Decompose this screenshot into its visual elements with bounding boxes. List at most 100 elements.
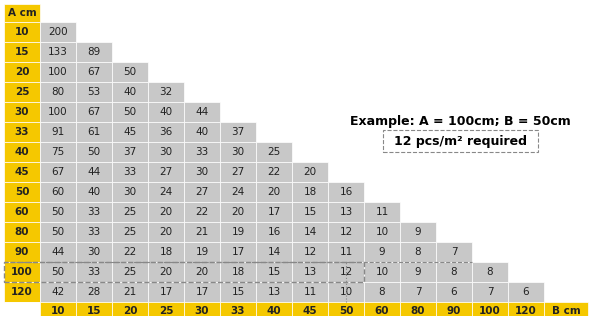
Bar <box>184 262 220 282</box>
Bar <box>112 222 148 242</box>
Bar <box>256 222 292 242</box>
Text: 10: 10 <box>15 27 29 37</box>
Text: 60: 60 <box>52 187 65 197</box>
Text: 40: 40 <box>124 87 137 97</box>
Text: 30: 30 <box>88 247 101 257</box>
Bar <box>76 162 112 182</box>
Text: 6: 6 <box>523 287 529 297</box>
Bar <box>4 42 40 62</box>
Text: 120: 120 <box>11 287 33 297</box>
Text: 80: 80 <box>15 227 29 237</box>
Bar <box>40 262 76 282</box>
Bar <box>76 102 112 122</box>
Bar <box>328 262 364 282</box>
Bar <box>40 122 76 142</box>
Text: A cm: A cm <box>8 8 37 18</box>
Text: 80: 80 <box>411 307 425 316</box>
Bar <box>4 282 40 302</box>
Text: 30: 30 <box>232 147 245 157</box>
Text: 91: 91 <box>52 127 65 137</box>
Bar <box>76 182 112 202</box>
Bar <box>256 182 292 202</box>
Bar <box>184 142 220 162</box>
Bar <box>256 242 292 262</box>
Bar <box>400 242 436 262</box>
Bar <box>112 142 148 162</box>
Bar <box>112 82 148 102</box>
Text: 27: 27 <box>232 167 245 177</box>
Text: 10: 10 <box>376 227 389 237</box>
Bar <box>4 4 40 22</box>
Bar <box>76 202 112 222</box>
Bar <box>76 262 112 282</box>
Bar <box>76 302 112 316</box>
Bar <box>76 42 112 62</box>
Bar <box>472 282 508 302</box>
Text: 27: 27 <box>160 167 173 177</box>
Text: 60: 60 <box>375 307 389 316</box>
Bar <box>4 202 40 222</box>
Text: 11: 11 <box>376 207 389 217</box>
Text: 20: 20 <box>232 207 245 217</box>
Text: Example: A = 100cm; B = 50cm: Example: A = 100cm; B = 50cm <box>350 114 571 127</box>
Bar <box>364 262 400 282</box>
Bar <box>112 282 148 302</box>
Text: 7: 7 <box>415 287 421 297</box>
Text: 45: 45 <box>14 167 29 177</box>
Text: 50: 50 <box>88 147 101 157</box>
Text: 17: 17 <box>196 287 209 297</box>
Bar <box>112 202 148 222</box>
Bar <box>4 242 40 262</box>
Text: 20: 20 <box>15 67 29 77</box>
Bar <box>292 262 328 282</box>
Text: 20: 20 <box>160 267 173 277</box>
Text: 18: 18 <box>232 267 245 277</box>
Bar <box>112 302 148 316</box>
Bar <box>328 282 364 302</box>
Text: 50: 50 <box>15 187 29 197</box>
Text: 20: 20 <box>123 307 137 316</box>
Text: 17: 17 <box>160 287 173 297</box>
Text: 50: 50 <box>124 67 137 77</box>
Text: 50: 50 <box>52 267 65 277</box>
Bar <box>292 242 328 262</box>
Bar <box>76 142 112 162</box>
Bar <box>256 162 292 182</box>
Bar <box>148 142 184 162</box>
Text: 13: 13 <box>304 267 317 277</box>
Text: 44: 44 <box>196 107 209 117</box>
Bar <box>256 302 292 316</box>
Text: 100: 100 <box>11 267 33 277</box>
Bar <box>472 262 508 282</box>
Text: 133: 133 <box>48 47 68 57</box>
Text: 33: 33 <box>88 267 101 277</box>
Text: 8: 8 <box>451 267 457 277</box>
Bar <box>148 102 184 122</box>
Text: 25: 25 <box>124 207 137 217</box>
Text: 14: 14 <box>268 247 281 257</box>
Text: 40: 40 <box>14 147 29 157</box>
Bar <box>76 122 112 142</box>
Bar <box>148 302 184 316</box>
Text: 36: 36 <box>160 127 173 137</box>
Text: 33: 33 <box>124 167 137 177</box>
Text: 67: 67 <box>88 107 101 117</box>
Text: 45: 45 <box>124 127 137 137</box>
Text: 15: 15 <box>87 307 101 316</box>
Bar <box>40 142 76 162</box>
Bar <box>220 162 256 182</box>
Bar <box>4 82 40 102</box>
Bar <box>364 242 400 262</box>
Bar <box>364 282 400 302</box>
Bar <box>256 282 292 302</box>
Bar <box>328 302 364 316</box>
Text: 19: 19 <box>232 227 245 237</box>
Bar <box>544 302 588 316</box>
Text: 20: 20 <box>160 227 173 237</box>
Text: 100: 100 <box>48 107 68 117</box>
Text: 8: 8 <box>487 267 493 277</box>
Bar <box>220 142 256 162</box>
Text: 89: 89 <box>88 47 101 57</box>
Text: 28: 28 <box>88 287 101 297</box>
Text: 12: 12 <box>340 227 353 237</box>
